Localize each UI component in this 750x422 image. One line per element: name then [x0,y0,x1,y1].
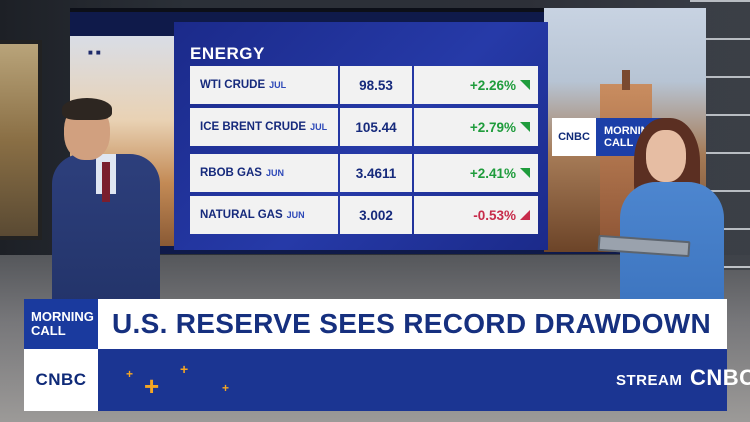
male-anchor [50,96,170,316]
lower-third-brand-row: CNBC + + + + STREAM CNBC+ [24,349,750,411]
show-badge-line2: CALL [31,323,66,338]
tower-spire [622,70,630,90]
stream-label: STREAM [616,372,683,389]
commodity-name-cell: RBOB GAS JUN [190,154,338,192]
change-value: -0.53% [473,207,516,223]
commodity-name-cell: WTI CRUDE JUL [190,66,338,104]
plus-decoration-icon: + [126,367,134,381]
show-name-line2: CALL [604,137,634,149]
energy-title: ENERGY [190,44,265,63]
up-arrow-icon [520,122,530,132]
change-value: +2.79% [469,119,516,135]
contract-month: JUN [265,168,284,178]
wall-decoration: ■■ [88,48,104,57]
contract-month: JUL [269,80,287,90]
change-cell: -0.53% [414,196,538,234]
lower-third-headline-row: MORNING CALL U.S. RESERVE SEES RECORD DR… [24,299,727,349]
cnbc-plus-logo: CNBC+ [690,365,750,390]
table-row: ICE BRENT CRUDE JUL 105.44 +2.79% [190,108,538,146]
contract-month: JUL [310,122,328,132]
change-cell: +2.41% [414,154,538,192]
headline-text: U.S. RESERVE SEES RECORD DRAWDOWN [112,308,712,339]
price-value: 105.44 [355,119,397,135]
plus-decoration-icon: + [222,381,230,395]
anchor-face [646,130,686,182]
table-row: WTI CRUDE JUL 98.53 +2.26% [190,66,538,104]
plus-decoration-icon: + [144,371,160,401]
commodity-name: NATURAL GAS [200,209,283,221]
up-arrow-icon [520,168,530,178]
commodity-name: WTI CRUDE [200,79,266,91]
cnbc-logo: CNBC [552,118,596,156]
plus-decoration-icon: + [180,361,189,377]
commodity-name: ICE BRENT CRUDE [200,121,307,133]
commodity-name-cell: NATURAL GAS JUN [190,196,338,234]
change-value: +2.41% [469,165,516,181]
price-cell: 3.4611 [340,154,412,192]
headline-bar: U.S. RESERVE SEES RECORD DRAWDOWN [98,299,727,349]
commodity-name-cell: ICE BRENT CRUDE JUL [190,108,338,146]
price-value: 3.4611 [355,165,397,181]
cnbc-logo: CNBC [24,349,98,411]
left-monitor [0,40,42,240]
price-value: 3.002 [359,207,393,223]
price-cell: 105.44 [340,108,412,146]
show-badge-line1: MORNING [31,309,94,324]
commodity-name: RBOB GAS [200,167,262,179]
change-cell: +2.26% [414,66,538,104]
show-badge: MORNING CALL [24,299,98,349]
price-value: 98.53 [359,77,393,93]
female-anchor [600,112,740,312]
price-cell: 3.002 [340,196,412,234]
contract-month: JUN [286,210,305,220]
price-cell: 98.53 [340,66,412,104]
brand-strip: + + + + STREAM CNBC+ [98,349,750,411]
change-value: +2.26% [469,77,516,93]
up-arrow-icon [520,80,530,90]
table-row: NATURAL GAS JUN 3.002 -0.53% [190,196,538,234]
down-arrow-icon [520,210,530,220]
anchor-hair [62,98,112,120]
change-cell: +2.79% [414,108,538,146]
table-row: RBOB GAS JUN 3.4611 +2.41% [190,154,538,192]
anchor-tie [102,162,110,202]
